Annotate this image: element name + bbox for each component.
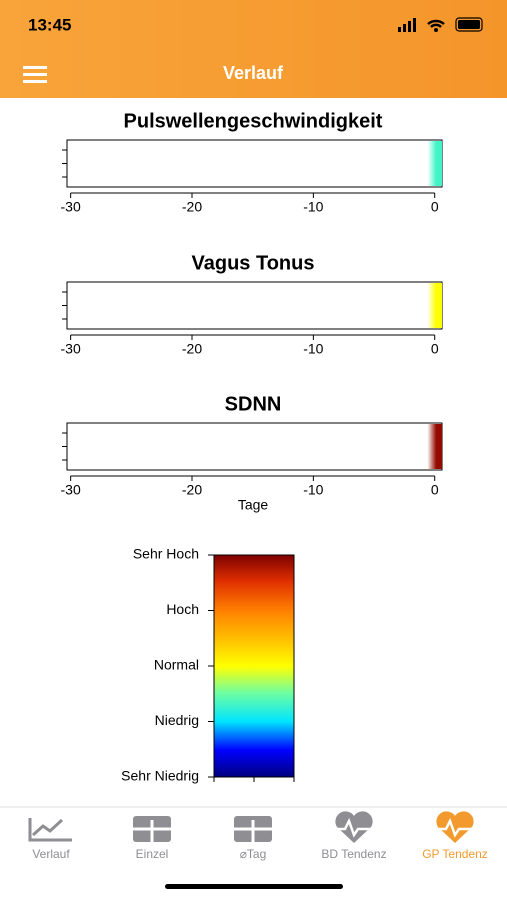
tab-label: Einzel	[136, 847, 169, 861]
tab[interactable]: Verlauf	[28, 818, 72, 861]
tab-icon	[437, 817, 473, 838]
x-tick-label: 0	[431, 199, 439, 215]
chart-title: Vagus Tonus	[192, 252, 315, 274]
x-tick-label: -30	[61, 482, 81, 498]
heat-cell	[427, 424, 442, 469]
header	[0, 0, 507, 98]
status-time: 13:45	[28, 15, 71, 34]
tab-label: BD Tendenz	[321, 847, 386, 861]
x-tick-label: -10	[303, 341, 323, 357]
tab-icon	[133, 820, 171, 842]
tab-label: ⌀Tag	[240, 847, 267, 861]
nav-title: Verlauf	[223, 63, 284, 83]
chart-title: Pulswellengeschwindigkeit	[124, 110, 383, 132]
tab-icon	[28, 818, 72, 842]
colorbar-tick-label: Normal	[154, 657, 199, 673]
colorbar-tick-label: Niedrig	[155, 712, 199, 728]
plot-frame	[66, 139, 443, 188]
x-tick-label: 0	[431, 341, 439, 357]
x-tick-label: -20	[182, 341, 202, 357]
heat-cell	[427, 141, 442, 186]
menu-button[interactable]	[23, 66, 47, 83]
x-tick-label: 0	[431, 482, 439, 498]
chart-title: SDNN	[225, 393, 282, 415]
tab-icon	[335, 811, 373, 843]
home-indicator	[165, 884, 343, 889]
tab-label: Verlauf	[32, 847, 70, 861]
status-icons	[398, 17, 483, 32]
tab-icon	[336, 817, 372, 838]
x-tick-label: -30	[61, 341, 81, 357]
x-tick-label: -20	[182, 482, 202, 498]
tab-icon	[436, 811, 474, 843]
tab[interactable]: ⌀Tag	[234, 816, 272, 861]
plot-frame	[66, 281, 443, 330]
colorbar	[213, 554, 295, 778]
tab[interactable]: GP Tendenz	[422, 811, 488, 861]
x-axis-label: Tage	[238, 497, 269, 513]
plot-frame	[66, 422, 443, 471]
colorbar-tick-label: Hoch	[166, 601, 199, 617]
heat-cell	[427, 283, 442, 328]
x-tick-label: -10	[303, 482, 323, 498]
colorbar-tick-label: Sehr Niedrig	[121, 768, 199, 784]
tab-icon	[234, 820, 272, 842]
x-tick-label: -30	[61, 199, 81, 215]
tab[interactable]: Einzel	[133, 816, 171, 861]
x-tick-label: -20	[182, 199, 202, 215]
tab-label: GP Tendenz	[422, 847, 488, 861]
colorbar-tick-label: Sehr Hoch	[133, 546, 199, 562]
tab[interactable]: BD Tendenz	[321, 811, 387, 861]
x-tick-label: -10	[303, 199, 323, 215]
